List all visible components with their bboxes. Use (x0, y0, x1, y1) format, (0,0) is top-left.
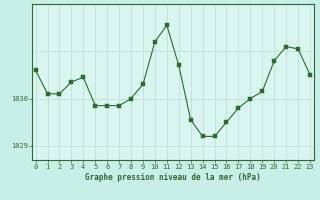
X-axis label: Graphe pression niveau de la mer (hPa): Graphe pression niveau de la mer (hPa) (85, 173, 261, 182)
